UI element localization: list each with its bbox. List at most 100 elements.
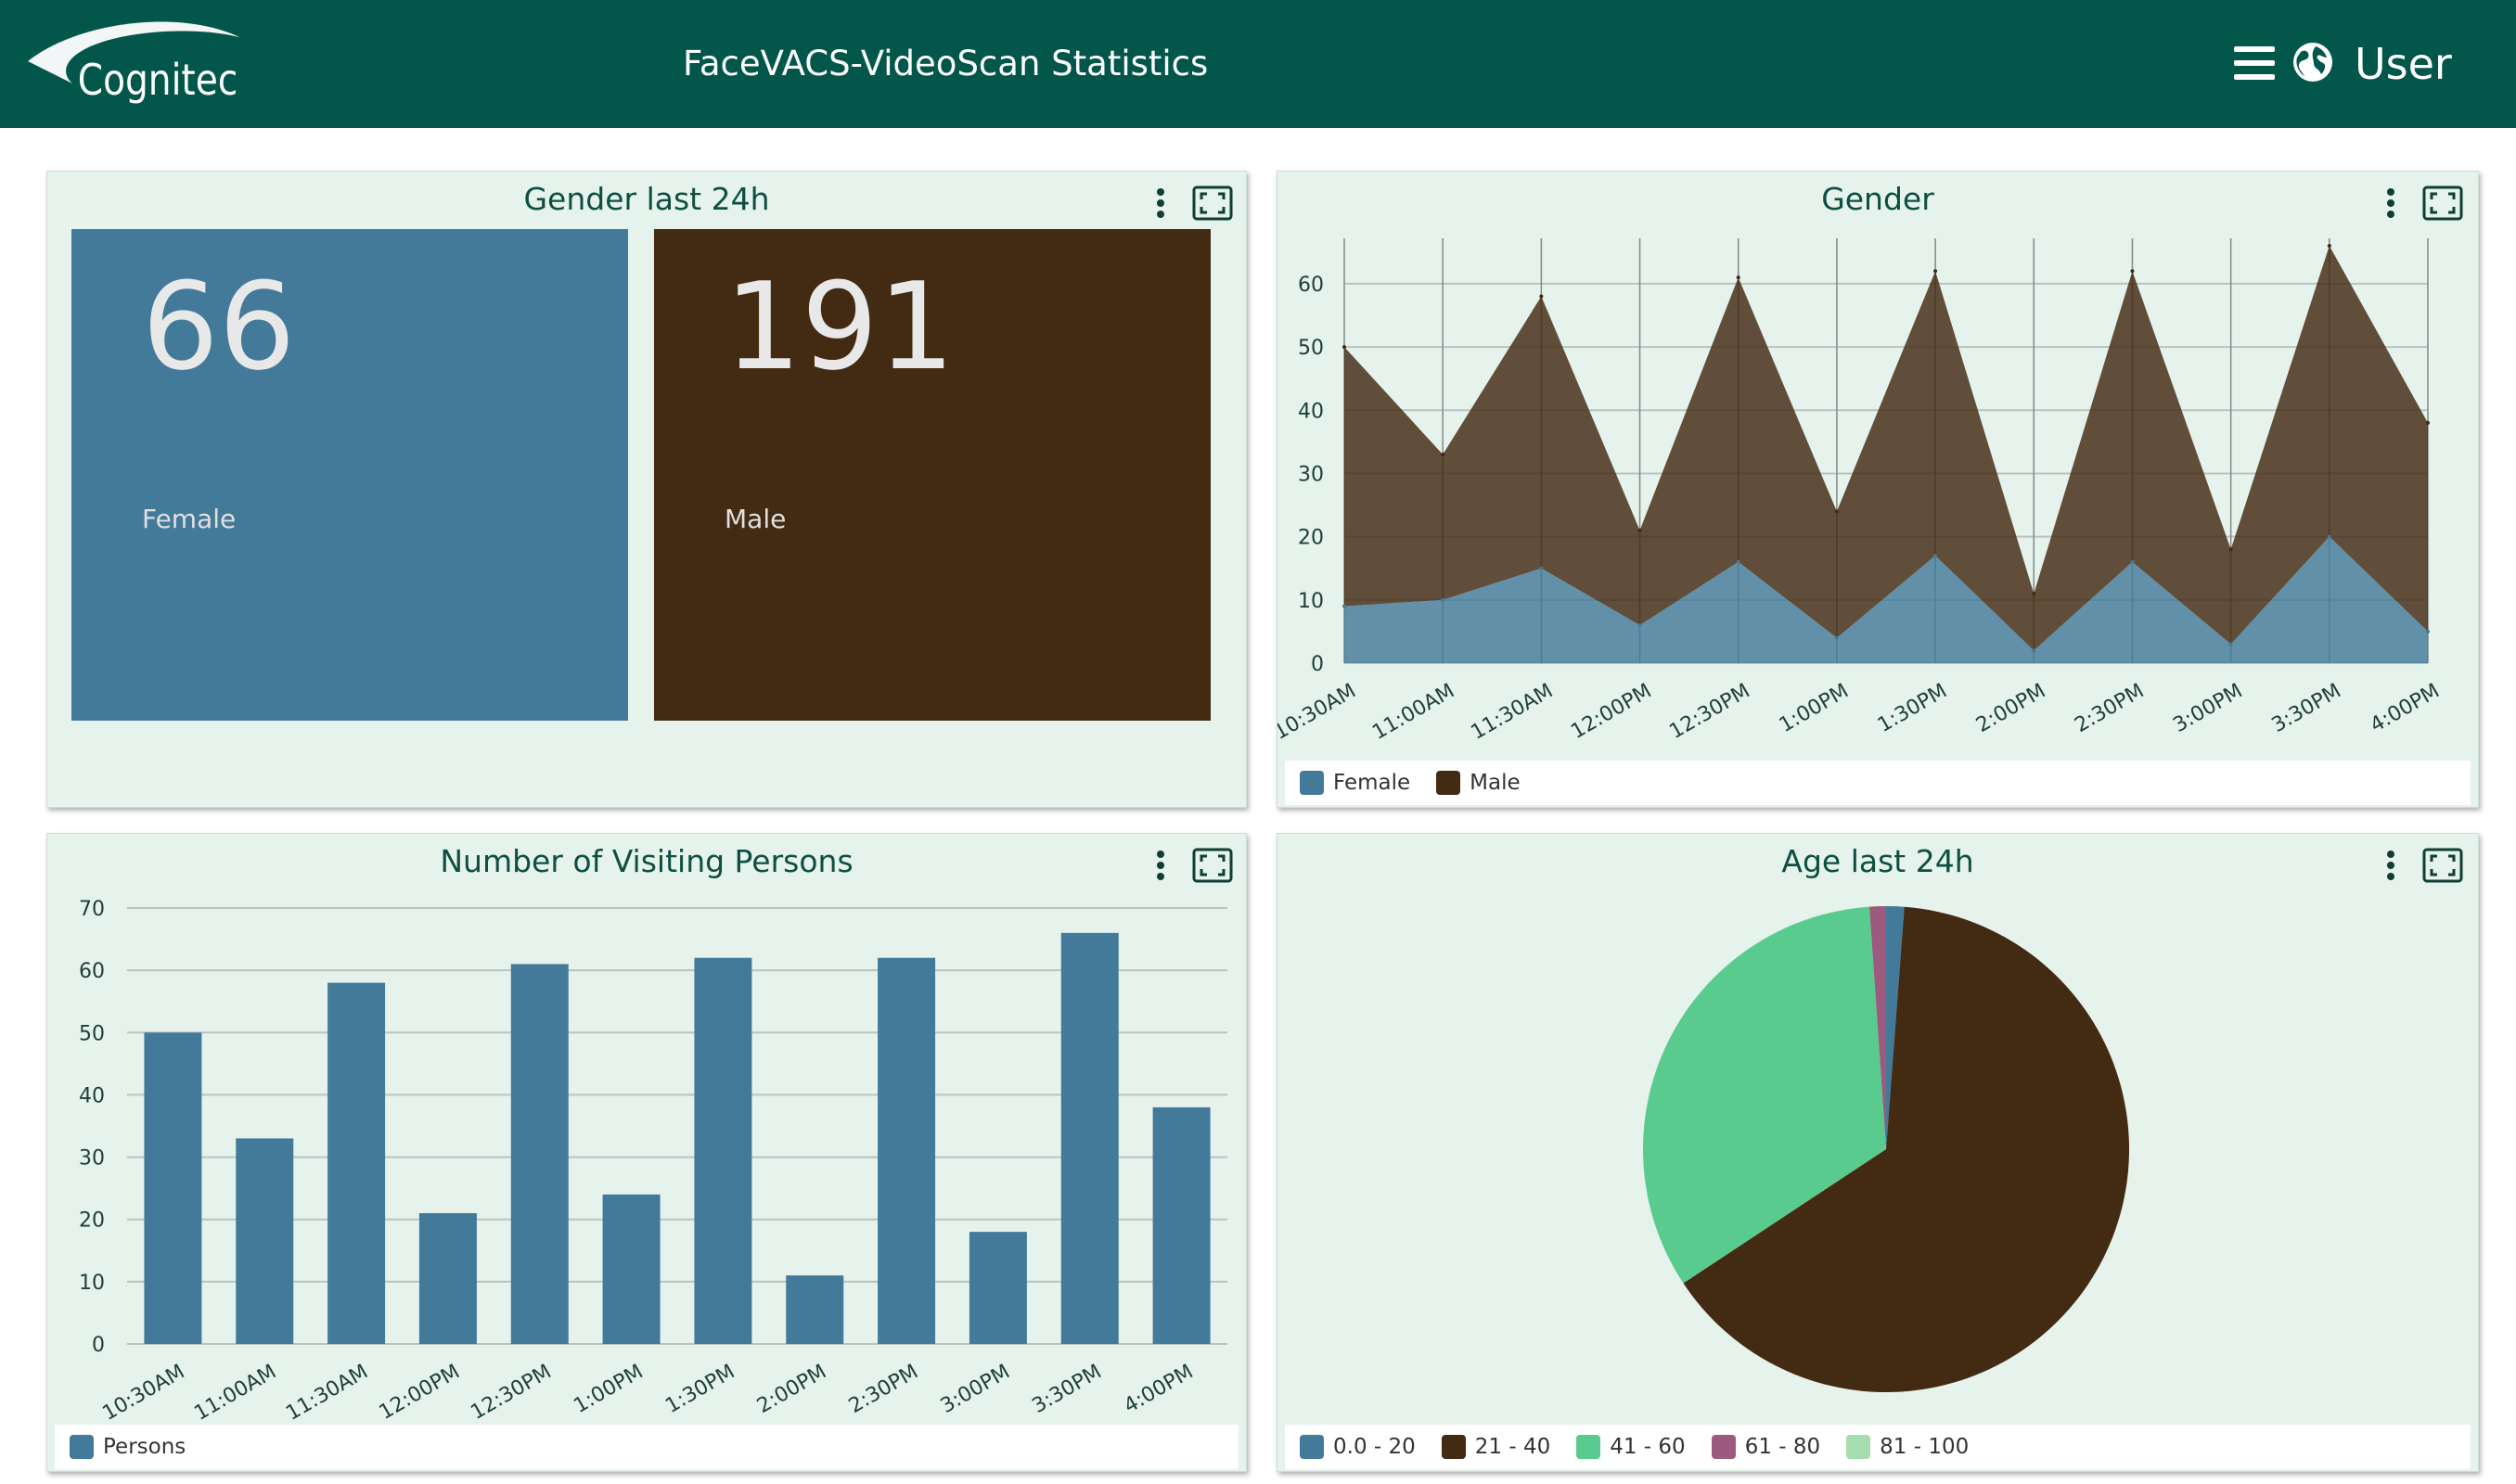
- female-point: [1736, 559, 1740, 564]
- legend-swatch: [1711, 1435, 1736, 1459]
- cognitec-logo[interactable]: Cognitec: [24, 17, 256, 109]
- male-point: [1736, 275, 1740, 280]
- age-panel: Age last 24h 0.0 - 20 21 - 40 41 - 60 61…: [1277, 833, 2479, 1472]
- panel-title: Gender: [1821, 181, 1934, 217]
- female-point: [1637, 623, 1642, 628]
- x-tick-label: 3:00PM: [937, 1361, 1014, 1418]
- male-point: [2032, 592, 2036, 595]
- bar: [418, 1213, 477, 1344]
- y-tick-label: 10: [79, 1272, 105, 1295]
- y-tick-label: 30: [1298, 463, 1324, 486]
- male-point: [1539, 294, 1544, 299]
- legend-item-persons[interactable]: Persons: [70, 1435, 186, 1459]
- kebab-icon[interactable]: [1149, 847, 1172, 884]
- kebab-icon[interactable]: [2380, 847, 2402, 884]
- top-bar: Cognitec FaceVACS-VideoScan Statistics U…: [0, 0, 2516, 128]
- panel-title: Number of Visiting Persons: [440, 843, 854, 879]
- legend-label: Persons: [103, 1435, 186, 1459]
- fullscreen-icon[interactable]: [2422, 847, 2463, 884]
- legend-item-male[interactable]: Male: [1436, 771, 1521, 795]
- panel-title: Gender last 24h: [523, 181, 770, 217]
- legend-item-age-21-40[interactable]: 21 - 40: [1441, 1435, 1551, 1459]
- female-point: [1539, 566, 1544, 570]
- x-tick-label: 12:30PM: [467, 1361, 555, 1425]
- male-point: [2426, 420, 2430, 425]
- hamburger-icon[interactable]: [2234, 45, 2275, 82]
- y-tick-label: 20: [1298, 527, 1324, 550]
- female-point: [1342, 604, 1346, 608]
- female-point: [2426, 629, 2430, 633]
- bar: [1060, 932, 1119, 1344]
- bar: [1152, 1107, 1211, 1344]
- fullscreen-icon[interactable]: [1192, 185, 1233, 222]
- y-tick-label: 50: [79, 1022, 105, 1045]
- user-menu[interactable]: User: [2355, 39, 2452, 89]
- gender-legend: Female Male: [1285, 761, 2471, 805]
- y-tick-label: 50: [1298, 337, 1324, 360]
- bar: [144, 1032, 202, 1344]
- x-tick-label: 11:00AM: [190, 1361, 280, 1426]
- legend-label: 61 - 80: [1744, 1435, 1821, 1459]
- x-tick-label: 12:00PM: [376, 1361, 464, 1425]
- female-area: [1344, 536, 2428, 663]
- y-tick-label: 0: [92, 1334, 105, 1357]
- y-tick-label: 10: [1298, 590, 1324, 613]
- bar: [327, 982, 386, 1344]
- pie-slice: [1643, 906, 1886, 1284]
- x-tick-label: 11:00AM: [1368, 680, 1458, 745]
- fullscreen-icon[interactable]: [1192, 847, 1233, 884]
- female-count-tile: 66 Female: [71, 229, 628, 721]
- globe-icon[interactable]: [2291, 41, 2334, 83]
- pie-slice: [1886, 906, 1905, 1149]
- legend-label: Female: [1333, 771, 1411, 795]
- legend-swatch: [1436, 771, 1461, 795]
- y-tick-label: 40: [1298, 400, 1324, 423]
- female-label: Female: [142, 504, 237, 534]
- male-point: [2228, 547, 2233, 552]
- male-count: 191: [725, 256, 956, 397]
- x-tick-label: 1:30PM: [1874, 680, 1951, 737]
- legend-label: 21 - 40: [1474, 1435, 1551, 1459]
- x-tick-label: 2:30PM: [2071, 680, 2148, 737]
- age-legend: 0.0 - 20 21 - 40 41 - 60 61 - 80 81 - 10…: [1285, 1425, 2471, 1469]
- legend-swatch: [1846, 1435, 1871, 1459]
- legend-item-age-61-80[interactable]: 61 - 80: [1711, 1435, 1821, 1459]
- x-tick-label: 4:00PM: [1120, 1361, 1197, 1418]
- y-tick-label: 70: [79, 898, 105, 921]
- x-tick-label: 2:00PM: [1972, 680, 2049, 737]
- y-tick-label: 30: [79, 1147, 105, 1171]
- pie-slice: [1683, 906, 2129, 1392]
- y-tick-label: 0: [1311, 653, 1324, 676]
- legend-item-age-41-60[interactable]: 41 - 60: [1576, 1435, 1686, 1459]
- legend-swatch: [1576, 1435, 1601, 1459]
- legend-swatch: [1300, 1435, 1324, 1459]
- x-tick-label: 11:30AM: [282, 1361, 372, 1426]
- legend-label: 81 - 100: [1880, 1435, 1970, 1459]
- male-point: [2130, 269, 2135, 274]
- male-point: [1933, 269, 1938, 274]
- x-tick-label: 3:30PM: [1029, 1361, 1106, 1418]
- legend-item-age-0-20[interactable]: 0.0 - 20: [1300, 1435, 1416, 1459]
- x-tick-label: 3:30PM: [2268, 680, 2345, 737]
- kebab-icon[interactable]: [2380, 185, 2402, 222]
- gender-24h-panel: Gender last 24h 66 Female 191 Male: [46, 171, 1247, 808]
- legend-item-age-81-100[interactable]: 81 - 100: [1846, 1435, 1969, 1459]
- bar: [969, 1232, 1027, 1344]
- x-tick-label: 10:30AM: [1277, 680, 1360, 745]
- x-tick-label: 1:30PM: [661, 1361, 738, 1418]
- female-point: [1933, 554, 1938, 558]
- female-point: [2130, 559, 2135, 564]
- female-point: [2228, 642, 2233, 646]
- fullscreen-icon[interactable]: [2422, 185, 2463, 222]
- kebab-icon[interactable]: [1149, 185, 1172, 222]
- legend-item-female[interactable]: Female: [1300, 771, 1410, 795]
- x-tick-label: 4:00PM: [2367, 680, 2444, 737]
- y-tick-label: 60: [79, 960, 105, 983]
- male-point: [1834, 509, 1839, 514]
- male-label: Male: [725, 504, 787, 534]
- gender-area-chart: 0 10 20 30 40 50 60 10:30AM 11:00AM 11:30AM 12:00P…: [1277, 238, 2444, 745]
- male-area: [1344, 246, 2428, 651]
- visiting-persons-panel: Number of Visiting Persons 0 10 20 30 40 50 60…: [46, 833, 1247, 1472]
- female-count: 66: [142, 256, 296, 397]
- bar: [786, 1275, 844, 1344]
